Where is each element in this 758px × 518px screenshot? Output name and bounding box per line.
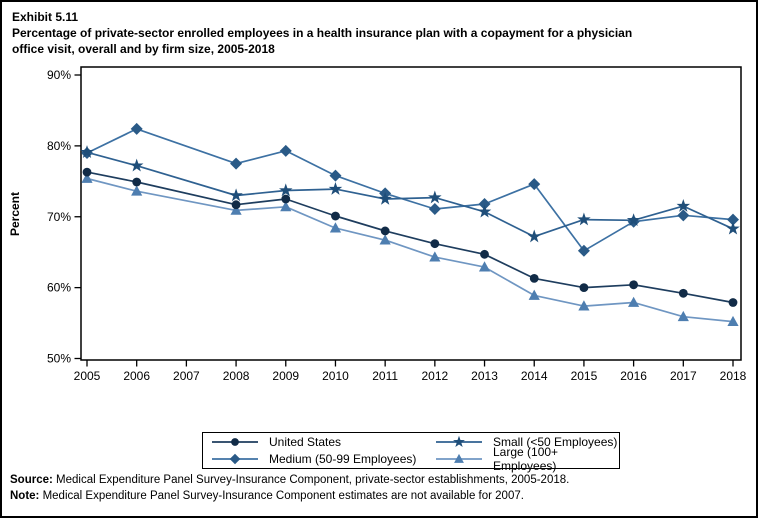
figure-subtitle-line1: Percentage of private-sector enrolled em… (12, 26, 633, 40)
figure-title: Exhibit 5.11 Percentage of private-secto… (12, 9, 754, 57)
source-line: Source: Medical Expenditure Panel Survey… (10, 472, 569, 488)
note-line: Note: Medical Expenditure Panel Survey-I… (10, 488, 569, 504)
large-firms-line-marker-icon (436, 453, 482, 463)
source-label: Source: (10, 474, 53, 486)
svg-text:Percent: Percent (8, 192, 22, 236)
exhibit-number: Exhibit 5.11 (12, 10, 79, 24)
footnotes: Source: Medical Expenditure Panel Survey… (10, 472, 569, 504)
svg-text:2011: 2011 (372, 369, 398, 383)
svg-text:2012: 2012 (421, 369, 448, 383)
svg-text:70%: 70% (47, 210, 71, 224)
svg-text:2008: 2008 (223, 369, 250, 383)
legend-label: United States (269, 435, 342, 449)
svg-text:2015: 2015 (571, 369, 598, 383)
svg-text:2017: 2017 (670, 369, 697, 383)
legend-label: Medium (50-99 Employees) (269, 452, 417, 466)
legend: United States Small (<50 Employees) Medi… (202, 432, 620, 473)
legend-item-small-firms: Small (<50 Employees) (427, 434, 619, 451)
svg-text:2007: 2007 (173, 369, 200, 383)
svg-text:50%: 50% (47, 352, 71, 366)
figure-subtitle-line2: office visit, overall and by firm size, … (12, 42, 275, 56)
note-text: Medical Expenditure Panel Survey-Insuran… (39, 490, 524, 502)
legend-item-large-firms: Large (100+ Employees) (427, 445, 619, 473)
svg-text:2006: 2006 (123, 369, 150, 383)
legend-label: Small (<50 Employees) (493, 435, 618, 449)
medium-firms-line-marker-icon (212, 453, 258, 465)
small-firms-line-marker-icon (436, 435, 482, 448)
svg-text:2014: 2014 (521, 369, 548, 383)
svg-text:2009: 2009 (272, 369, 299, 383)
svg-text:2018: 2018 (720, 369, 747, 383)
source-text: Medical Expenditure Panel Survey-Insuran… (52, 474, 570, 486)
svg-text:2013: 2013 (471, 369, 498, 383)
svg-text:90%: 90% (47, 68, 71, 82)
svg-text:2005: 2005 (74, 369, 101, 383)
united-states-line-marker-icon (212, 438, 258, 446)
legend-label: Large (100+ Employees) (493, 445, 559, 473)
svg-text:60%: 60% (47, 281, 71, 295)
note-label: Note: (10, 490, 40, 502)
svg-text:80%: 80% (47, 139, 71, 153)
legend-item-medium-firms: Medium (50-99 Employees) (203, 451, 427, 468)
svg-text:2016: 2016 (620, 369, 647, 383)
legend-item-united-states: United States (203, 434, 427, 451)
svg-text:2010: 2010 (322, 369, 349, 383)
